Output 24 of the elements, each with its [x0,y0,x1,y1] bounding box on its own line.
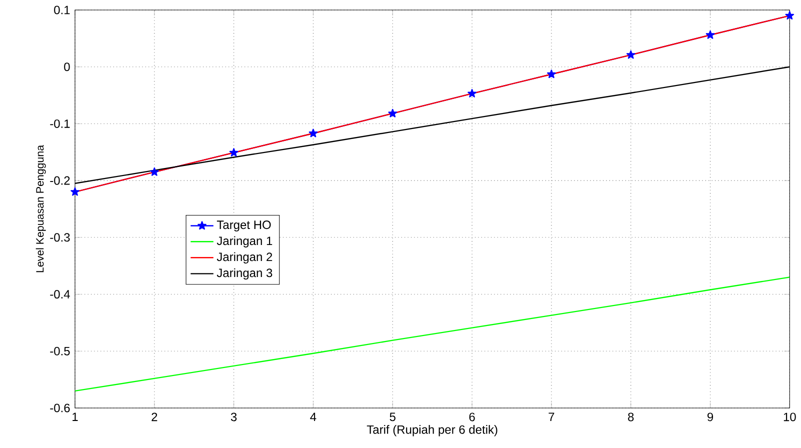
x-tick-label: 10 [784,412,796,422]
y-tick-label: -0.3 [50,233,70,242]
x-tick-label: 5 [390,412,396,422]
x-tick-label: 9 [707,412,714,422]
y-tick-label: -0.6 [50,404,70,412]
x-tick-label: 8 [628,412,634,422]
y-axis-title: Level Kepuasan Pengguna [36,144,46,272]
x-tick-label: 1 [72,412,78,421]
y-tick-label: -0.5 [50,346,70,356]
x-tick-label: 6 [469,412,475,422]
legend-label: Jaringan 3 [216,268,272,280]
x-tick-label: 3 [230,412,237,422]
x-tick-label: 2 [152,412,158,422]
y-tick-label: -0.1 [50,119,70,128]
y-tick-label: 0 [64,62,70,72]
x-tick-label: 4 [310,412,316,421]
y-tick-label: -0.4 [50,290,70,299]
y-tick-label: -0.2 [50,176,70,185]
x-axis-title: Tarif (Rupiah per 6 detik) [366,425,498,436]
legend-label: Jaringan 1 [216,236,272,248]
y-tick-label: 0.1 [54,6,70,14]
legend-label: Target HO [216,220,271,232]
legend-label: Jaringan 2 [216,252,272,264]
x-tick-label: 7 [548,412,554,421]
